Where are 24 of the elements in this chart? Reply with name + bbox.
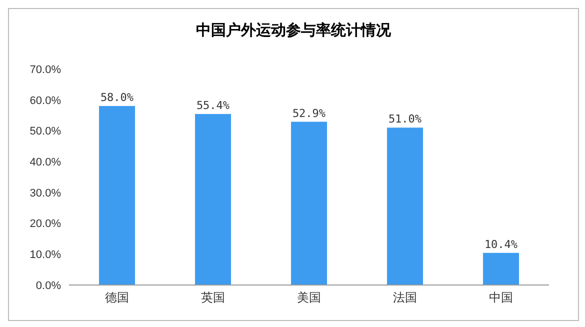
x-tick-label: 中国 bbox=[489, 290, 513, 305]
y-tick-label: 20.0% bbox=[30, 218, 62, 230]
y-tick-label: 70.0% bbox=[30, 64, 62, 76]
bar bbox=[195, 114, 231, 285]
x-tick-label: 德国 bbox=[105, 290, 129, 305]
y-tick-label: 60.0% bbox=[30, 94, 62, 107]
bar bbox=[291, 122, 327, 285]
data-label: 58.0% bbox=[100, 91, 134, 104]
data-label: 10.4% bbox=[484, 238, 518, 251]
data-label: 52.9% bbox=[292, 106, 326, 120]
y-tick-label: 30.0% bbox=[30, 187, 62, 200]
x-tick-label: 法国 bbox=[393, 290, 417, 305]
data-label: 51.0% bbox=[388, 112, 422, 126]
y-tick-label: 40.0% bbox=[30, 156, 62, 168]
chart-title: 中国户外运动参与率统计情况 bbox=[195, 21, 392, 41]
y-tick-label: 10.0% bbox=[30, 249, 62, 262]
data-label: 55.4% bbox=[196, 99, 230, 112]
bar bbox=[387, 128, 423, 285]
bar bbox=[99, 106, 135, 285]
y-tick-label: 50.0% bbox=[30, 126, 62, 138]
bar bbox=[483, 252, 519, 285]
x-tick-label: 美国 bbox=[297, 290, 321, 305]
x-tick-label: 英国 bbox=[201, 290, 225, 305]
y-tick-label: 0.0% bbox=[36, 280, 62, 292]
